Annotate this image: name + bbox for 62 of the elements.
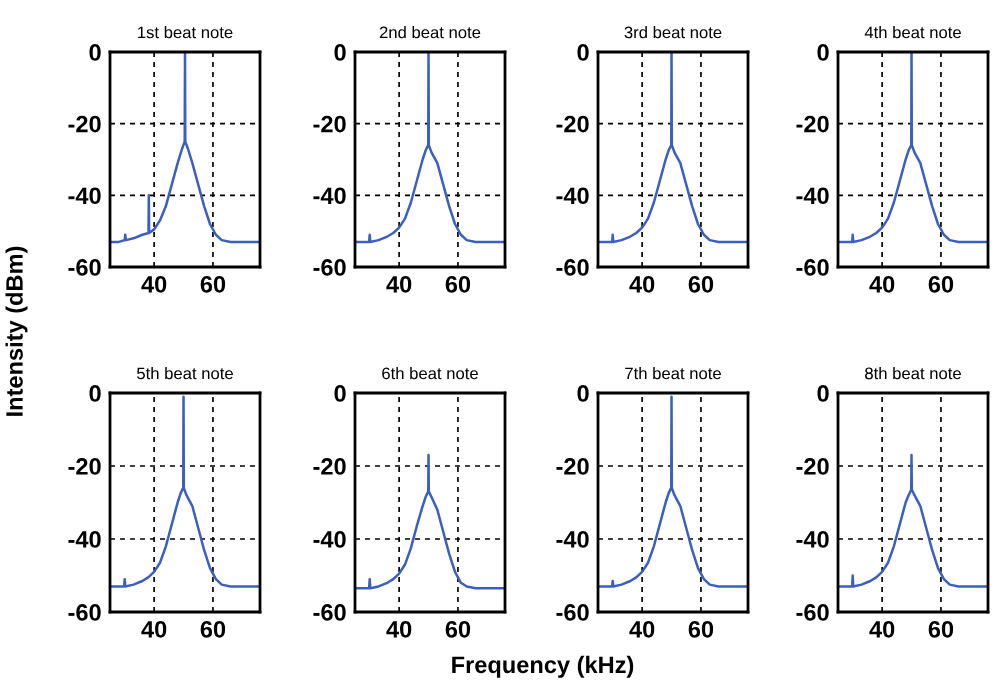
chart-title: 6th beat note bbox=[382, 367, 478, 380]
x-tick-label: 60 bbox=[928, 275, 954, 293]
x-tick-label: 40 bbox=[869, 275, 895, 293]
y-tick-label: -40 bbox=[68, 531, 101, 548]
chart-title: 5th beat note bbox=[137, 367, 233, 380]
x-tick-label: 60 bbox=[445, 275, 471, 293]
y-tick-label: 0 bbox=[817, 385, 829, 402]
x-tick-label: 40 bbox=[141, 620, 167, 638]
y-tick-label: 0 bbox=[89, 44, 101, 61]
y-tick-label: -40 bbox=[313, 531, 346, 548]
chart-title: 7th beat note bbox=[625, 367, 721, 380]
y-tick-label: 0 bbox=[334, 385, 346, 402]
y-tick-label: -20 bbox=[68, 115, 101, 133]
chart-title: 8th beat note bbox=[865, 367, 961, 380]
y-tick-label: 0 bbox=[89, 385, 101, 402]
y-tick-label: -60 bbox=[796, 259, 829, 276]
x-tick-label: 60 bbox=[200, 620, 226, 638]
x-tick-label: 60 bbox=[200, 275, 226, 293]
line-series bbox=[110, 395, 260, 588]
x-tick-label: 40 bbox=[629, 275, 655, 293]
y-tick-label: -40 bbox=[796, 531, 829, 548]
x-axis-title: Frequency (kHz) bbox=[452, 655, 634, 678]
y-tick-label: -60 bbox=[313, 259, 346, 276]
x-tick-label: 60 bbox=[688, 275, 714, 293]
x-tick-label: 60 bbox=[688, 620, 714, 638]
x-tick-label: 60 bbox=[928, 620, 954, 638]
x-tick-label: 40 bbox=[386, 620, 412, 638]
line-series bbox=[838, 453, 988, 588]
y-tick-label: -20 bbox=[556, 115, 589, 133]
y-tick-label: -60 bbox=[68, 259, 101, 276]
x-tick-label: 40 bbox=[869, 620, 895, 638]
x-tick-label: 60 bbox=[445, 620, 471, 638]
chart-title: 4th beat note bbox=[864, 26, 961, 39]
y-tick-label: -60 bbox=[68, 604, 101, 621]
y-tick-label: -40 bbox=[313, 187, 346, 205]
y-tick-label: -20 bbox=[796, 115, 829, 133]
y-tick-label: -60 bbox=[556, 259, 589, 276]
y-tick-label: -40 bbox=[68, 187, 101, 205]
y-tick-label: 0 bbox=[817, 44, 829, 61]
line-series bbox=[598, 395, 748, 588]
y-tick-label: -20 bbox=[796, 458, 829, 475]
y-tick-label: 0 bbox=[577, 44, 589, 61]
y-tick-label: -40 bbox=[796, 187, 829, 205]
chart-title: 1st beat note bbox=[138, 26, 233, 39]
y-tick-label: -60 bbox=[313, 604, 346, 621]
y-tick-label: -20 bbox=[68, 458, 101, 475]
y-tick-label: -20 bbox=[556, 458, 589, 475]
x-tick-label: 40 bbox=[141, 275, 167, 293]
chart-title: 2nd beat note bbox=[379, 26, 481, 39]
y-axis-title: Intensity (dBm) bbox=[5, 246, 28, 416]
y-tick-label: -60 bbox=[556, 604, 589, 621]
chart-title: 3rd beat note bbox=[624, 26, 722, 39]
y-tick-label: -20 bbox=[313, 458, 346, 475]
x-tick-label: 40 bbox=[386, 275, 412, 293]
line-series bbox=[355, 453, 505, 590]
x-tick-label: 40 bbox=[629, 620, 655, 638]
y-tick-label: -40 bbox=[556, 531, 589, 548]
y-tick-label: -40 bbox=[556, 187, 589, 205]
y-tick-label: -60 bbox=[796, 604, 829, 621]
y-tick-label: 0 bbox=[334, 44, 346, 61]
y-tick-label: -20 bbox=[313, 115, 346, 133]
y-tick-label: 0 bbox=[577, 385, 589, 402]
